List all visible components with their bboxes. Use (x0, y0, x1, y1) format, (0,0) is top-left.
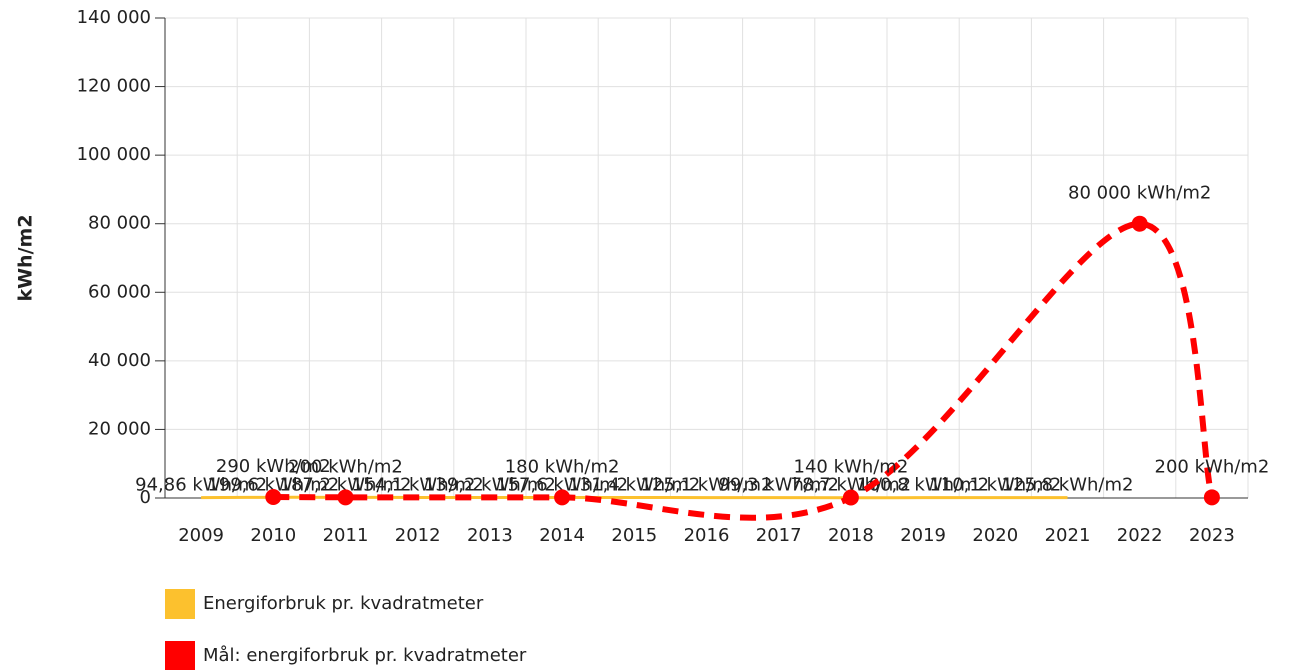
data-label: 154,1 kWh/m2 (352, 474, 484, 495)
y-axis-label: kWh/m2 (15, 214, 37, 301)
x-tick-label: 2010 (250, 525, 296, 546)
x-tick-label: 2009 (178, 525, 224, 546)
x-tick-label: 2019 (900, 525, 946, 546)
y-tick-label: 60 000 (88, 281, 151, 302)
point (554, 489, 571, 506)
x-tick-label: 2016 (684, 525, 730, 546)
data-label: 139,2 kWh/m2 (424, 475, 556, 496)
data-label: 200 kWh/m2 (288, 456, 403, 477)
legend-swatch (165, 589, 195, 619)
x-tick-label: 2020 (972, 525, 1018, 546)
point (265, 489, 282, 506)
data-label: 200 kWh/m2 (1155, 456, 1270, 477)
legend-label: Energiforbruk pr. kvadratmeter (203, 593, 484, 614)
x-tick-label: 2015 (611, 525, 657, 546)
y-tick-label: 20 000 (88, 418, 151, 439)
x-tick-label: 2012 (395, 525, 441, 546)
legend-label: Mål: energiforbruk pr. kvadratmeter (203, 645, 527, 666)
x-tick-label: 2023 (1189, 525, 1235, 546)
y-tick-label: 140 000 (77, 7, 151, 28)
x-tick-label: 2014 (539, 525, 585, 546)
data-label: 99,3 kWh/m2 (718, 475, 838, 496)
x-tick-label: 2013 (467, 525, 513, 546)
data-label: 80 000 kWh/m2 (1068, 183, 1211, 204)
data-label: 125,1 kWh/m2 (641, 475, 773, 496)
point (842, 489, 859, 506)
point (337, 489, 354, 506)
data-label: 140 kWh/m2 (794, 457, 909, 478)
y-tick-label: 0 (140, 487, 151, 508)
point (1203, 489, 1220, 506)
data-label: 180 kWh/m2 (505, 456, 620, 477)
legend-swatch (165, 641, 195, 670)
x-tick-label: 2017 (756, 525, 802, 546)
y-tick-label: 40 000 (88, 350, 151, 371)
x-tick-label: 2011 (323, 525, 369, 546)
data-label: 78,7 kWh/m2 (791, 475, 911, 496)
series-line (273, 220, 1215, 521)
y-tick-label: 80 000 (88, 213, 151, 234)
data-label: 131,4 kWh/m2 (568, 475, 700, 496)
x-tick-label: 2022 (1117, 525, 1163, 546)
data-label: 290 kWh/m2 (216, 456, 331, 477)
data-label: 187,2 kWh/m2 (280, 474, 412, 495)
data-label: 157,6 kWh/m2 (496, 474, 628, 495)
x-tick-label: 2021 (1045, 525, 1091, 546)
data-label: 125,8 kWh/m2 (1002, 475, 1134, 496)
point (1131, 215, 1148, 232)
data-label: 94,86 kWh/m2 (135, 475, 267, 496)
data-label: 100,8 kWh/m2 (857, 475, 989, 496)
y-tick-label: 100 000 (77, 144, 151, 165)
y-tick-label: 120 000 (77, 76, 151, 97)
data-label: 199,6 kWh/m2 (207, 474, 339, 495)
data-label: 110,1 kWh/m2 (929, 475, 1061, 496)
x-tick-label: 2018 (828, 525, 874, 546)
